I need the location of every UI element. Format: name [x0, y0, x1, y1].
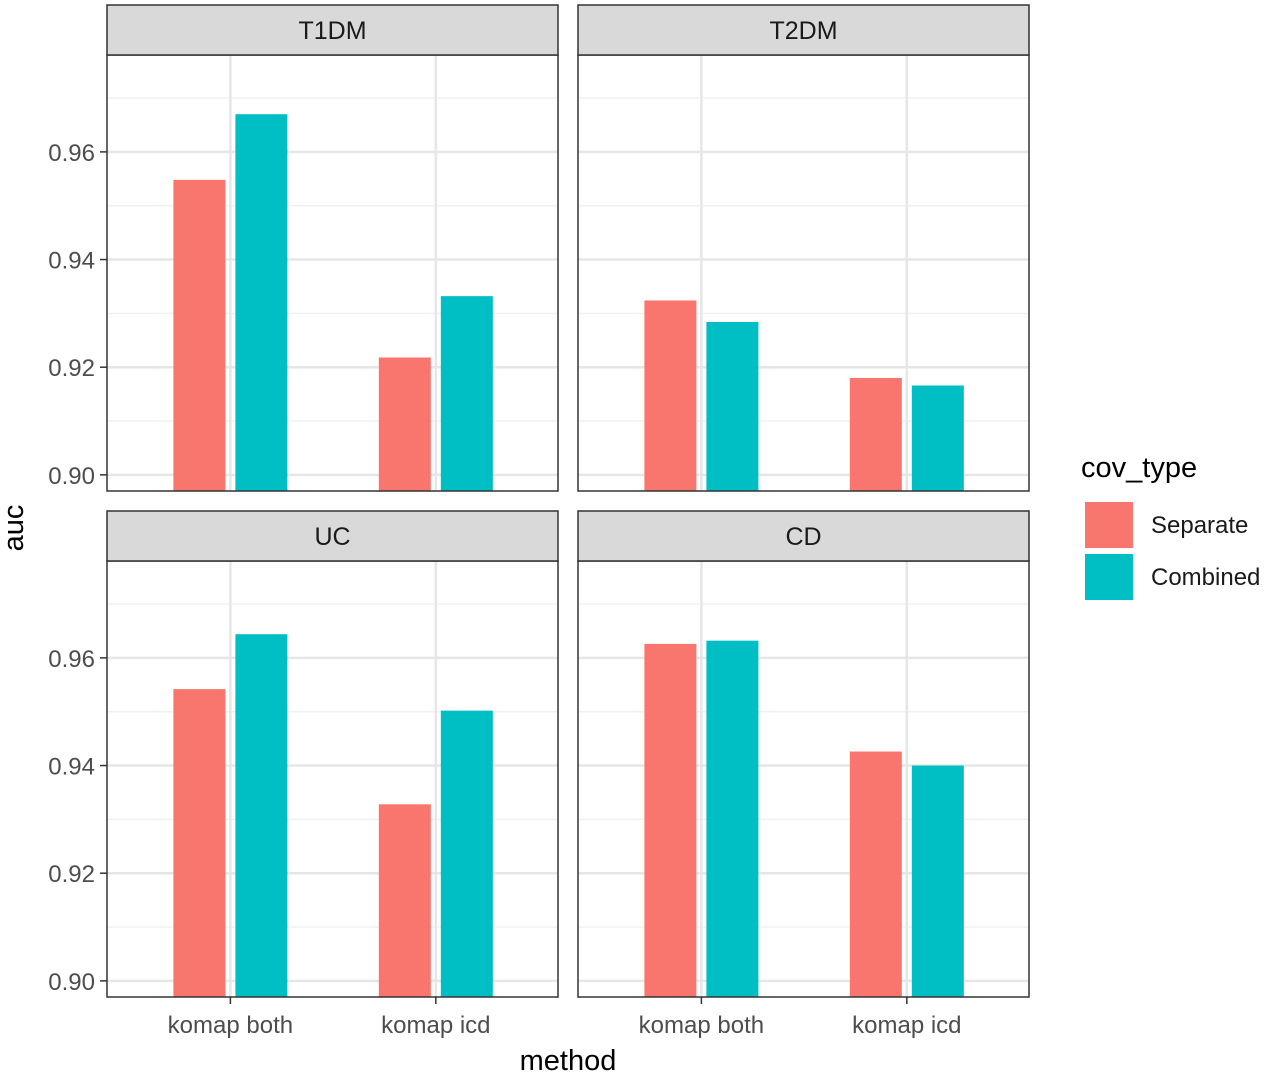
- bar-uc-separate-2: [378, 804, 431, 997]
- facet-strip: [577, 510, 1030, 562]
- facet-title: T1DM: [298, 17, 366, 45]
- bar-t2dm-separate-1: [644, 300, 697, 491]
- facet-strip: [106, 4, 559, 56]
- facet-title: CD: [785, 523, 821, 551]
- facet-title: T2DM: [769, 17, 837, 45]
- y-tick-label: 0.96: [48, 140, 95, 167]
- y-tick-label: 0.90: [48, 463, 95, 490]
- bar-t2dm-combined-2: [911, 385, 964, 491]
- bar-uc-combined-2: [440, 710, 493, 997]
- facet-title: UC: [314, 523, 350, 551]
- bar-cd-separate-1: [644, 643, 697, 997]
- bar-t2dm-separate-2: [849, 377, 902, 491]
- legend-swatch-separate: [1085, 502, 1133, 548]
- bar-t1dm-separate-1: [173, 179, 226, 491]
- y-tick-label: 0.96: [48, 646, 95, 673]
- x-axis-title: method: [520, 1045, 617, 1075]
- bar-t2dm-combined-1: [706, 321, 759, 491]
- bar-cd-separate-2: [849, 751, 902, 997]
- y-tick-label: 0.94: [48, 754, 95, 781]
- facet-strip: [577, 4, 1030, 56]
- y-tick-label: 0.92: [48, 861, 95, 888]
- bar-t1dm-combined-1: [235, 114, 288, 492]
- y-tick-label: 0.94: [48, 248, 95, 275]
- bar-uc-separate-1: [173, 689, 226, 997]
- x-tick-label: komap both: [168, 1012, 293, 1039]
- x-tick-label: komap icd: [381, 1012, 490, 1039]
- legend-swatch-combined: [1085, 554, 1133, 600]
- y-tick-label: 0.90: [48, 969, 95, 996]
- legend-label-combined: Combined: [1151, 564, 1260, 591]
- bar-t1dm-separate-2: [378, 357, 431, 491]
- bar-t1dm-combined-2: [440, 296, 493, 491]
- y-tick-label: 0.92: [48, 355, 95, 382]
- bar-cd-combined-2: [911, 765, 964, 997]
- legend-title: cov_type: [1081, 452, 1197, 484]
- bar-cd-combined-1: [706, 640, 759, 997]
- x-tick-label: komap both: [639, 1012, 764, 1039]
- legend-label-separate: Separate: [1151, 512, 1248, 539]
- bar-uc-combined-1: [235, 634, 288, 997]
- y-axis-title: auc: [0, 505, 30, 552]
- facet-strip: [106, 510, 559, 562]
- x-tick-label: komap icd: [852, 1012, 961, 1039]
